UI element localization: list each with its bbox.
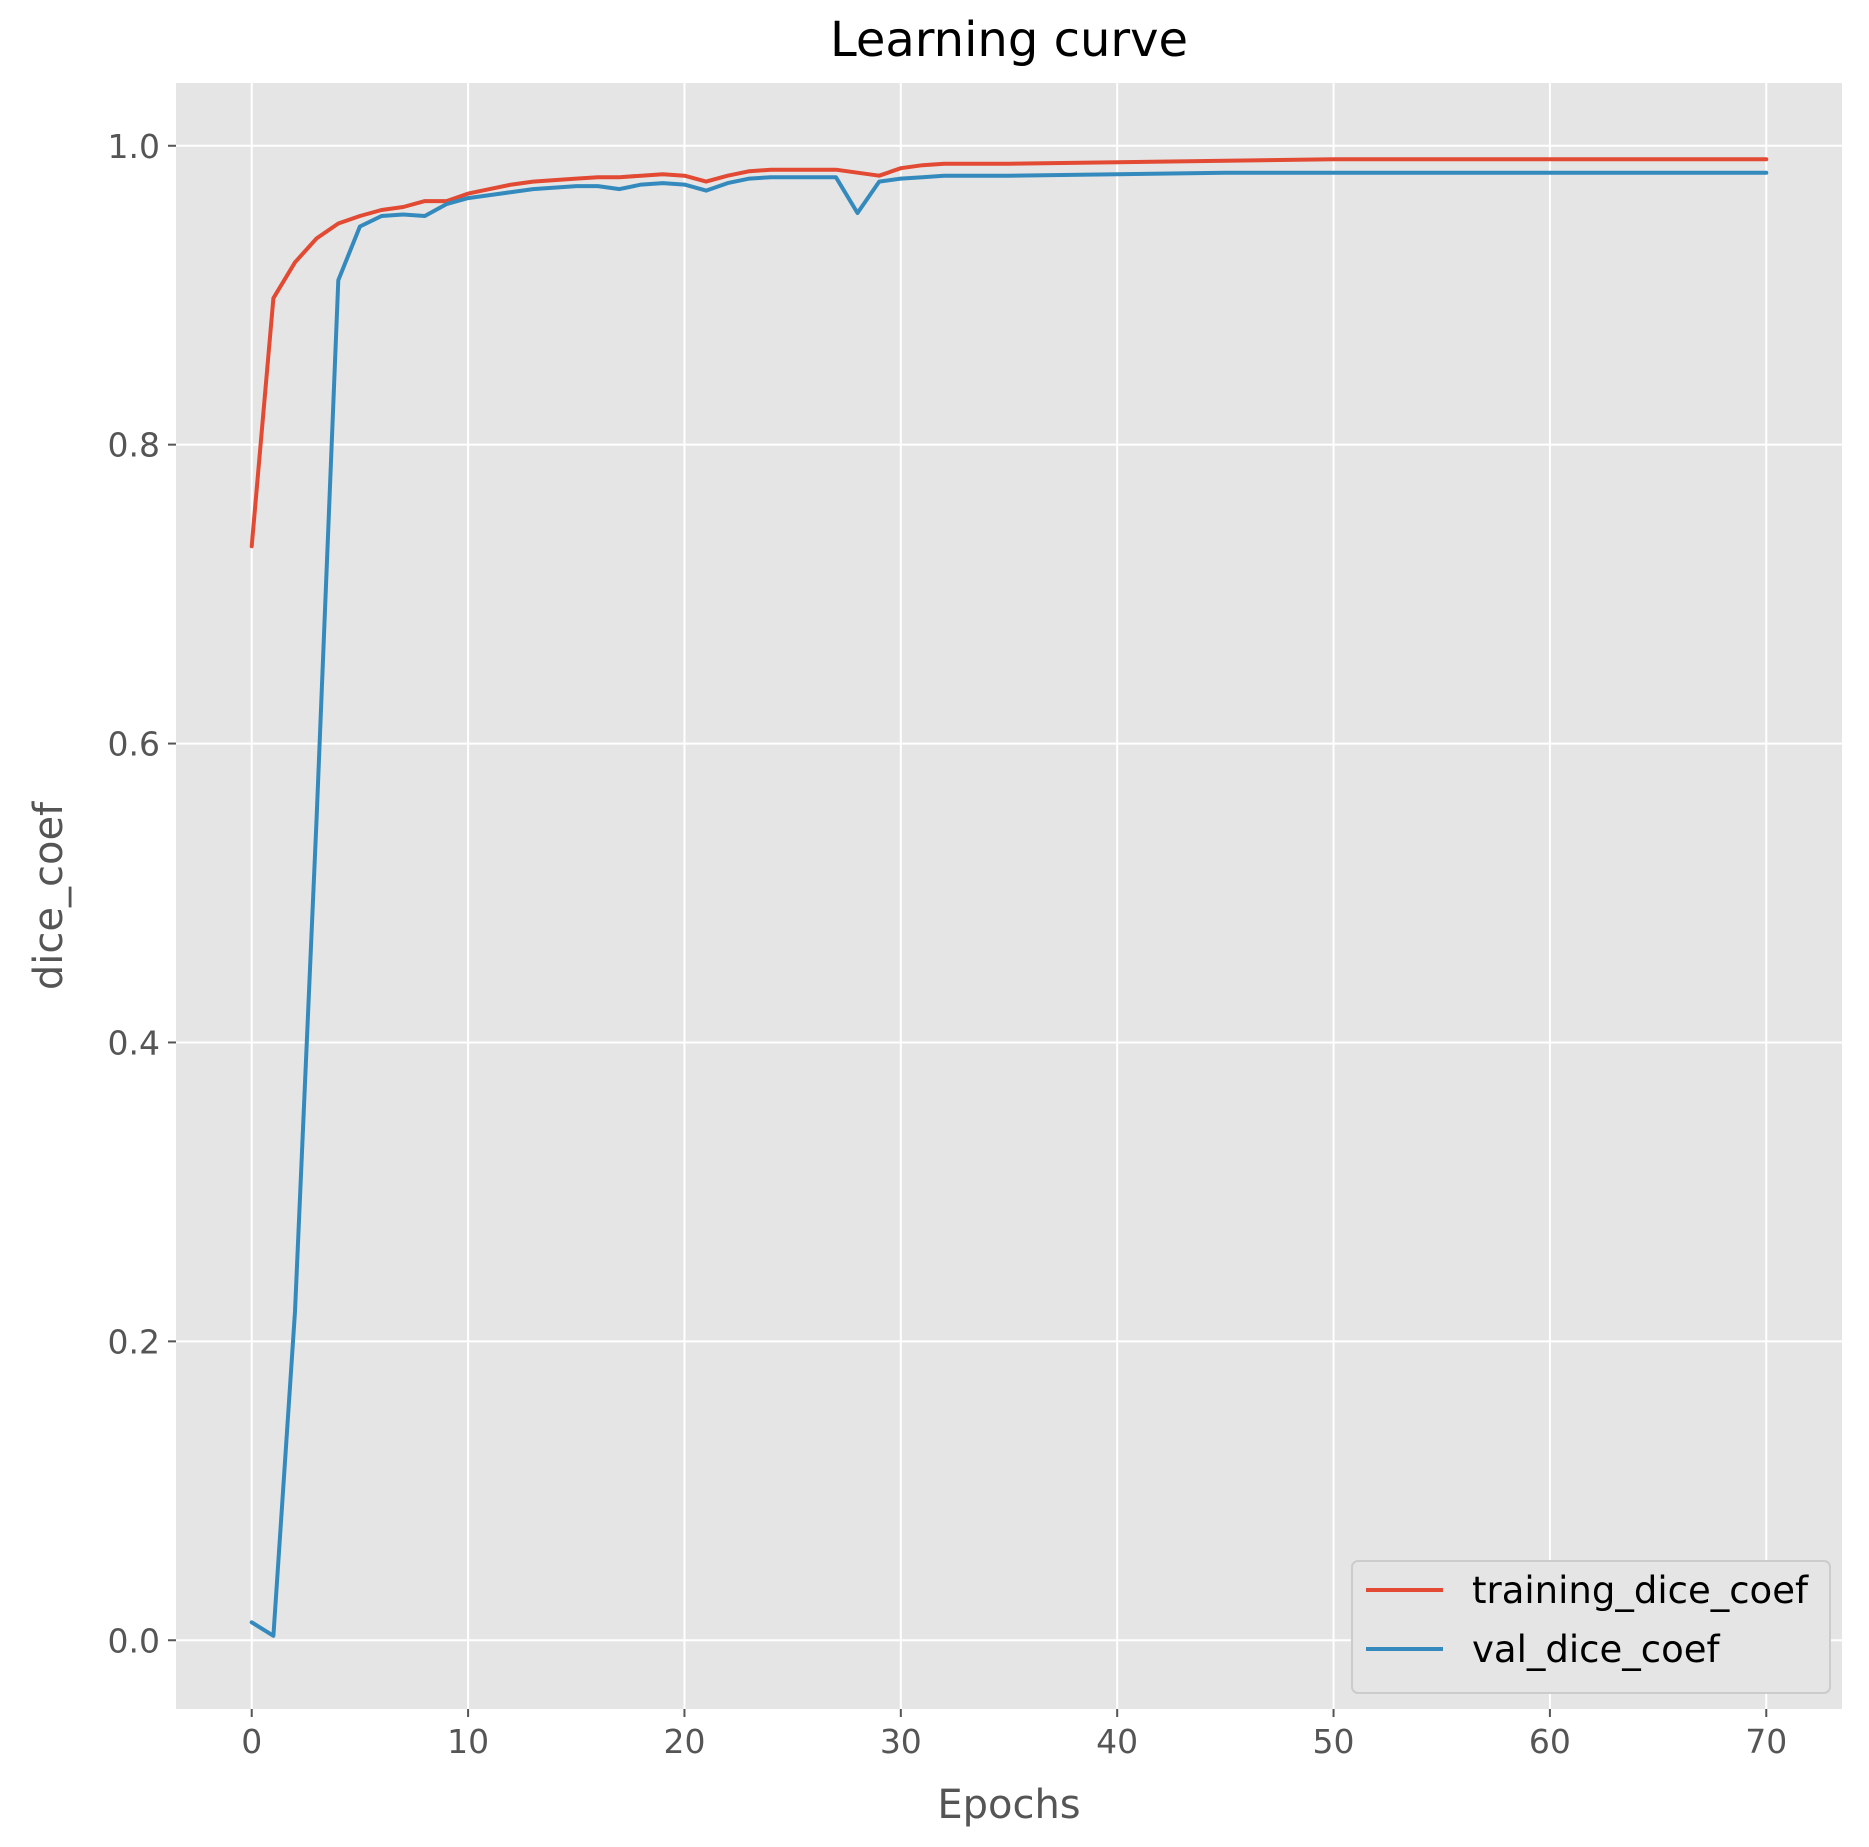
y-tick-label: 1.0 — [108, 127, 160, 166]
y-tick-label: 0.4 — [108, 1023, 160, 1062]
x-tick-label: 60 — [1529, 1722, 1571, 1761]
legend-label-validation: val_dice_coef — [1472, 1628, 1720, 1671]
y-axis-label: dice_coef — [26, 801, 72, 990]
tick-labels: 0 10 20 30 40 50 60 70 0.0 0.2 0.4 0.6 0.8 1.0 — [108, 127, 1788, 1761]
plot-background — [176, 83, 1842, 1709]
val-dice-coef-line — [249, 170, 1769, 1638]
y-tick-label: 0.0 — [108, 1621, 160, 1660]
x-tick-label: 0 — [241, 1722, 262, 1761]
x-tick-label: 20 — [663, 1722, 705, 1761]
legend-box — [1351, 1560, 1831, 1694]
grid — [176, 83, 1842, 1709]
x-tick-label: 30 — [880, 1722, 922, 1761]
y-tick-label: 0.8 — [108, 426, 160, 465]
x-tick-label: 50 — [1313, 1722, 1355, 1761]
legend-label-training: training_dice_coef — [1472, 1569, 1809, 1612]
x-tick-label: 70 — [1745, 1722, 1787, 1761]
x-tick-label: 10 — [447, 1722, 489, 1761]
chart-title: Learning curve — [830, 12, 1188, 68]
y-tick-label: 0.2 — [108, 1322, 160, 1361]
legend: training_dice_coef val_dice_coef — [1351, 1560, 1831, 1694]
x-tick-label: 40 — [1096, 1722, 1138, 1761]
series-lines — [249, 157, 1769, 1638]
training-dice-coef-line — [249, 157, 1769, 549]
y-tick-label: 0.6 — [108, 725, 160, 764]
x-axis-label: Epochs — [937, 1782, 1080, 1828]
